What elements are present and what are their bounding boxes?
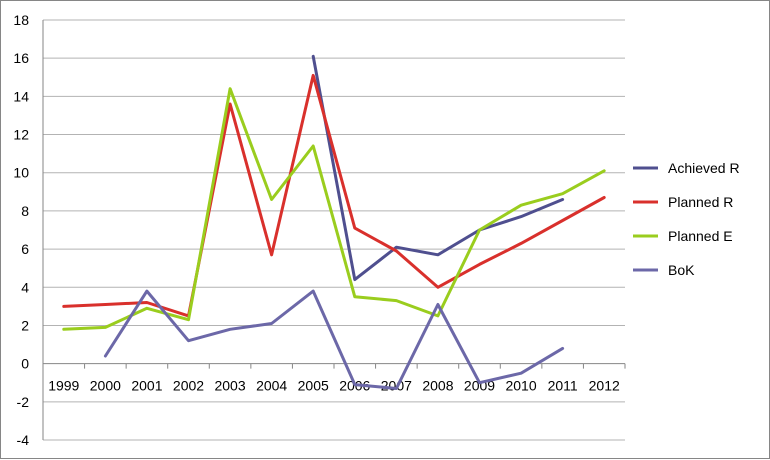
y-tick-label: 10 xyxy=(13,165,29,181)
y-axis-ticks: 18 16 14 12 10 8 6 4 2 0 -2 -4 xyxy=(13,12,29,448)
series-line-bok xyxy=(103,289,565,390)
x-tick-label: 2000 xyxy=(90,378,121,394)
x-tick-label: 2004 xyxy=(256,378,287,394)
gridlines xyxy=(42,19,625,441)
series-line-planned-e xyxy=(62,87,606,331)
y-tick-label: -2 xyxy=(17,394,30,410)
y-tick-label: 16 xyxy=(13,50,29,66)
legend-label: BoK xyxy=(668,262,695,278)
x-tick-label: 2002 xyxy=(173,378,204,394)
legend: Achieved R Planned R Planned E BoK xyxy=(633,160,740,278)
y-tick-label: 12 xyxy=(13,127,29,143)
y-tick-label: 18 xyxy=(13,12,29,28)
y-tick-label: 0 xyxy=(21,356,29,372)
y-tick-label: 2 xyxy=(21,317,29,333)
x-tick-label: 2012 xyxy=(589,378,620,394)
y-tick-label: 8 xyxy=(21,203,29,219)
x-axis-ticks: 1999 2000 2001 2002 2003 2004 2005 2006 2007 2008… xyxy=(42,363,626,394)
series-line-planned-r xyxy=(62,73,606,318)
x-tick-label: 2001 xyxy=(131,378,162,394)
x-tick-label: 2005 xyxy=(298,378,329,394)
y-tick-label: 6 xyxy=(21,241,29,257)
legend-label: Planned E xyxy=(668,228,733,244)
legend-label: Achieved R xyxy=(668,160,740,176)
x-tick-label: 2011 xyxy=(548,378,578,394)
series-line-achieved-r xyxy=(311,54,565,282)
series-lines xyxy=(62,54,606,390)
x-tick-label: 2010 xyxy=(505,378,536,394)
y-tick-label: -4 xyxy=(17,432,30,448)
x-tick-label: 2008 xyxy=(422,378,453,394)
y-tick-label: 4 xyxy=(21,279,29,295)
y-tick-label: 14 xyxy=(13,88,29,104)
x-tick-label: 1999 xyxy=(48,378,79,394)
legend-label: Planned R xyxy=(668,194,733,210)
x-tick-label: 2003 xyxy=(214,378,245,394)
